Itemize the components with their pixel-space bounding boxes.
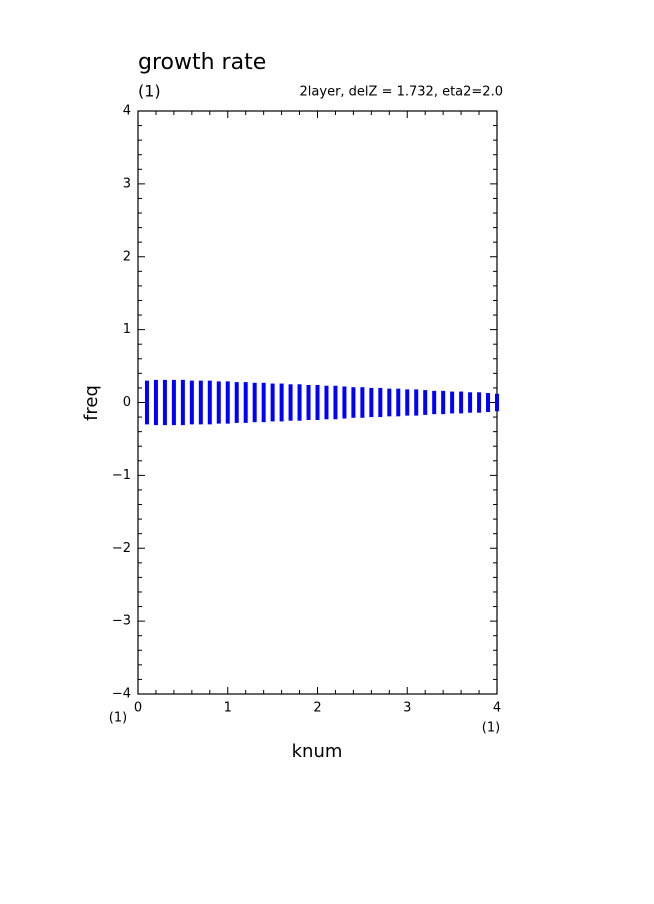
y-tick-label: 4 xyxy=(123,104,131,119)
y-tick-label: 0 xyxy=(123,395,131,410)
y-tick-label: 2 xyxy=(123,249,131,264)
y-tick-label: −3 xyxy=(112,614,131,629)
x-axis-note: (1) xyxy=(109,711,127,726)
y-tick-label: 1 xyxy=(123,322,131,337)
y-axis-label: freq xyxy=(81,385,102,421)
panel-label: (1) xyxy=(138,82,161,101)
x-tick-label: 4 xyxy=(493,701,501,716)
x-tick-label: 3 xyxy=(403,701,411,716)
x-axis-note: (1) xyxy=(482,721,500,736)
y-tick-label: −1 xyxy=(112,468,131,483)
x-axis-label: knum xyxy=(292,741,343,762)
x-tick-label: 0 xyxy=(134,701,142,716)
x-tick-label: 1 xyxy=(224,701,232,716)
x-tick-label: 2 xyxy=(313,701,321,716)
y-tick-label: −4 xyxy=(112,687,131,702)
y-tick-label: 3 xyxy=(123,176,131,191)
y-tick-label: −2 xyxy=(112,541,131,556)
chart-subtitle: 2layer, delZ = 1.732, eta2=2.0 xyxy=(300,85,503,100)
chart-title: growth rate xyxy=(138,50,266,75)
